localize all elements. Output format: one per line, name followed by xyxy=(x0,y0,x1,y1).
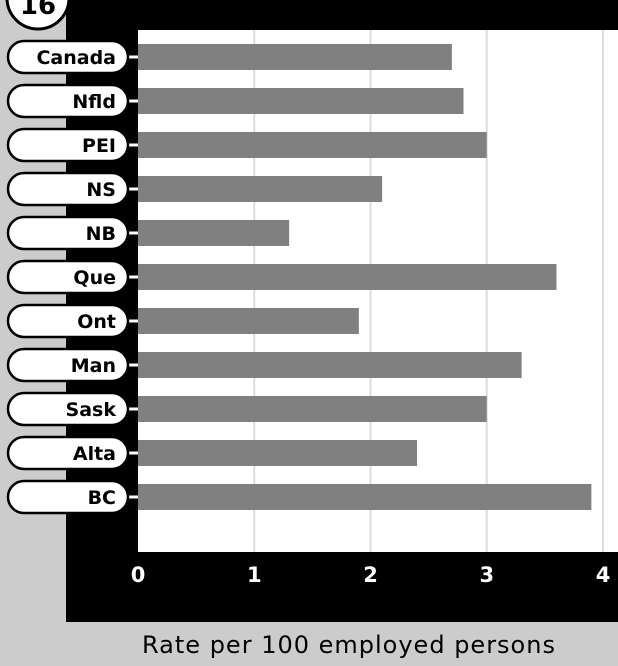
label-pill-pei xyxy=(6,127,130,163)
category-label-ont: Ont xyxy=(77,311,116,333)
label-pill-canada xyxy=(6,39,130,75)
x-tick-label-1: 1 xyxy=(247,563,262,587)
bar-sask xyxy=(138,396,487,422)
label-pill-alta xyxy=(6,435,130,471)
bottom-gray-panel xyxy=(0,622,618,666)
figure-badge: 16 xyxy=(5,0,71,31)
category-label-alta: Alta xyxy=(73,443,116,465)
figure-badge-number: 16 xyxy=(20,0,56,21)
category-label-que: Que xyxy=(73,267,116,289)
category-labels: Canada Nfld PEI NS NB Que Ont Man Sask Alta BC xyxy=(6,39,138,515)
category-label-man: Man xyxy=(71,355,116,377)
label-pill-que xyxy=(6,259,130,295)
bar-ont xyxy=(138,308,359,334)
label-pill-nfld xyxy=(6,83,130,119)
bar-pei xyxy=(138,132,487,158)
bars xyxy=(138,44,592,510)
label-pill-nb xyxy=(6,215,130,251)
category-label-nfld: Nfld xyxy=(72,91,116,113)
category-label-sask: Sask xyxy=(66,399,117,421)
category-label-bc: BC xyxy=(88,487,116,509)
x-tick-labels: 0 1 2 3 4 xyxy=(131,563,611,587)
x-axis-title: Rate per 100 employed persons xyxy=(142,631,556,659)
bar-man xyxy=(138,352,522,378)
bar-bc xyxy=(138,484,592,510)
label-pill-man xyxy=(6,347,130,383)
label-pill-bc xyxy=(6,479,130,515)
category-label-ns: NS xyxy=(86,179,116,201)
label-pill-ns xyxy=(6,171,130,207)
x-tick-label-0: 0 xyxy=(131,563,146,587)
label-pill-ont xyxy=(6,303,130,339)
category-label-nb: NB xyxy=(86,223,116,245)
x-tick-label-2: 2 xyxy=(363,563,378,587)
category-label-pei: PEI xyxy=(82,135,116,157)
x-tick-label-4: 4 xyxy=(596,563,611,587)
bar-canada xyxy=(138,44,452,70)
bar-ns xyxy=(138,176,383,202)
bar-nb xyxy=(138,220,290,246)
x-tick-label-3: 3 xyxy=(479,563,494,587)
bar-alta xyxy=(138,440,417,466)
bar-que xyxy=(138,264,557,290)
category-label-canada: Canada xyxy=(36,47,116,69)
label-pill-sask xyxy=(6,391,130,427)
bar-nfld xyxy=(138,88,464,114)
